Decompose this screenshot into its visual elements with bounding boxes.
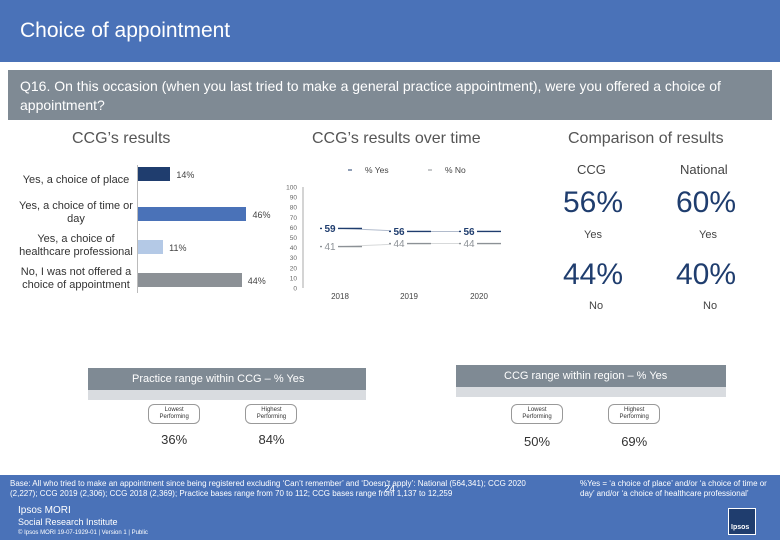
data-label: 44 <box>393 239 405 250</box>
data-label-bg <box>391 237 407 250</box>
ccg-bar-label: No, I was not offered a choice of appoin… <box>20 266 132 291</box>
comparison-yes-ccg-label: Yes <box>584 229 602 241</box>
data-label: 56 <box>393 227 405 238</box>
ccg-highest-value: 69% <box>621 434 648 449</box>
ccg-lowest-label: Lowest Performing <box>511 404 563 424</box>
ccg-results-title: CCG’s results <box>72 130 171 147</box>
practice-highest-label: Highest Performing <box>245 404 298 424</box>
footer: Base: All who tried to make an appointme… <box>0 475 780 540</box>
y-tick-label: 10 <box>290 275 298 282</box>
ccg-bar-label: Yes, a choice of place <box>22 174 130 186</box>
y-tick-label: 40 <box>290 245 298 252</box>
ccg-bar <box>137 167 171 181</box>
ccg-bar <box>137 240 164 254</box>
comparison-ccg-header: CCG <box>577 162 606 177</box>
legend-label: % Yes <box>365 165 389 175</box>
trend-chart-title: CCG’s results over time <box>312 130 481 147</box>
ccg-bar-value: 44% <box>247 276 266 286</box>
comparison-yes-national-label: Yes <box>699 229 717 241</box>
ccg-bar-label: Yes, a choice of time or day <box>19 200 133 225</box>
practice-lowest-value: 36% <box>161 432 188 447</box>
comparison-national-header: National <box>680 162 728 177</box>
y-tick-label: 80 <box>290 205 298 212</box>
brand-subtitle: Social Research Institute <box>18 517 118 527</box>
comparison-no-national: 40% <box>676 258 737 291</box>
yes-definition-note: %Yes = ‘a choice of place’ and/or ‘a cho… <box>580 479 767 498</box>
practice-lowest-label: Lowest Performing <box>148 404 201 424</box>
ccg-range-track <box>456 387 726 397</box>
y-tick-label: 60 <box>290 225 298 232</box>
ipsos-logo: Ipsos <box>728 508 756 535</box>
ccg-range-title: CCG range within region – % Yes <box>456 365 726 387</box>
practice-highest-value: 84% <box>258 432 285 447</box>
x-tick-label: 2020 <box>470 292 488 301</box>
data-label: 56 <box>463 227 475 238</box>
question-text: Q16. On this occasion (when you last tri… <box>8 70 772 120</box>
ccg-bar-value: 46% <box>252 210 271 220</box>
legend-label: % No <box>445 165 466 175</box>
title-bar: Choice of appointment <box>0 0 780 62</box>
data-label-bg <box>322 240 338 253</box>
practice-range-title: Practice range within CCG – % Yes <box>88 368 366 390</box>
trend-line-chart: 0 10 20 30 40 50 60 70 80 90 100 2018 2019 2020 % Yes%… <box>286 165 501 301</box>
comparison-title: Comparison of results <box>568 130 724 147</box>
page-title: Choice of appointment <box>20 19 231 42</box>
brand-name: Ipsos MORI <box>18 505 71 516</box>
data-label: 44 <box>463 239 475 250</box>
practice-range-track <box>88 390 366 400</box>
data-label-bg <box>391 225 407 238</box>
base-note: Base: All who tried to make an appointme… <box>10 479 526 498</box>
comparison-no-ccg-label: No <box>589 300 604 312</box>
ccg-bar <box>137 207 247 221</box>
comparison-no-ccg: 44% <box>563 258 624 291</box>
x-tick-label: 2019 <box>400 292 418 301</box>
ipsos-logo-text: Ipsos <box>731 524 750 531</box>
data-label: 59 <box>324 224 336 235</box>
y-tick-label: 30 <box>290 255 298 262</box>
x-tick-label: 2018 <box>331 292 349 301</box>
ccg-bar <box>137 273 242 287</box>
comparison-yes-ccg: 56% <box>563 186 624 219</box>
y-tick-label: 100 <box>286 185 297 192</box>
data-label-bg <box>322 222 338 235</box>
data-label-bg <box>461 225 477 238</box>
ccg-bar-label: Yes, a choice of healthcare professional <box>19 233 133 258</box>
ccg-bar-axis <box>137 165 138 293</box>
y-tick-label: 70 <box>290 215 298 222</box>
ccg-bar-value: 11% <box>169 243 187 253</box>
data-label: 41 <box>324 242 336 253</box>
ccg-bar-value: 14% <box>176 170 195 180</box>
page-number: 24 <box>384 484 396 495</box>
y-tick-label: 50 <box>290 235 298 242</box>
y-tick-label: 20 <box>290 265 298 272</box>
data-label-bg <box>461 237 477 250</box>
copyright: © Ipsos MORI 19-07-1929-01 | Version 1 |… <box>18 530 148 536</box>
y-tick-label: 90 <box>290 195 298 202</box>
comparison-yes-national: 60% <box>676 186 737 219</box>
ccg-highest-label: Highest Performing <box>608 404 661 424</box>
comparison-no-national-label: No <box>703 300 718 312</box>
ccg-lowest-value: 50% <box>524 434 551 449</box>
y-tick-label: 0 <box>293 286 297 293</box>
